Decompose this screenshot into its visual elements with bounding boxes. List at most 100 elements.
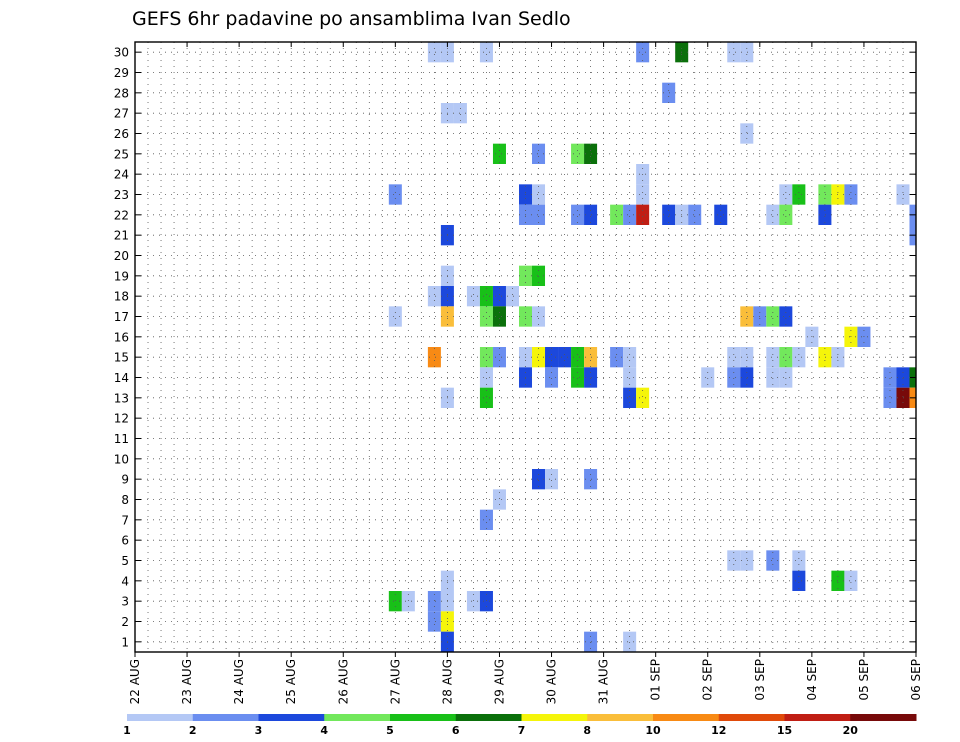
y-tick-label: 14 [114,371,129,385]
precip-cell [479,306,493,327]
precip-cell [662,82,676,103]
y-tick-label: 22 [114,208,129,222]
precip-cell [466,591,480,612]
x-tick-label: 06 SEP [909,659,923,701]
colorbar-segment [324,714,391,721]
precip-cell [427,286,441,307]
precip-cell [571,367,585,388]
precip-cell [844,570,858,591]
y-tick-label: 6 [121,534,129,548]
precip-cell [532,347,546,368]
precip-cell [727,550,741,571]
precip-cell [479,42,493,63]
y-tick-label: 13 [114,391,129,405]
precip-cell [532,306,546,327]
plot-frame [134,41,917,653]
y-tick-label: 10 [114,452,129,466]
precip-cell [779,367,793,388]
precip-cell [492,143,506,164]
y-tick-label: 24 [114,168,129,182]
precip-cell [453,103,467,124]
precip-cell [844,184,858,205]
precip-cell [636,387,650,408]
precip-cell [545,367,559,388]
precip-cell [427,591,441,612]
chart-title: GEFS 6hr padavine po ansamblima Ivan Sed… [132,8,571,30]
precip-cell [766,306,780,327]
colorbar-label: 2 [189,724,197,737]
precip-cell [584,631,598,652]
precip-cell [584,347,598,368]
precip-cell [766,204,780,225]
precip-cell [492,286,506,307]
colorbar-label: 6 [452,724,460,737]
y-tick-label: 9 [121,473,129,487]
precip-cell [479,286,493,307]
colorbar-segment [455,714,522,721]
x-tick-label: 30 AUG [545,659,559,704]
precip-cell [492,306,506,327]
y-tick-label: 20 [114,249,129,263]
colorbar-segment [718,714,785,721]
precip-cell [740,42,754,63]
colorbar-legend: 1 2 3 4 5 6 7 8 10 12 15 20 [123,714,917,737]
precip-cell [492,347,506,368]
precip-cell [636,42,650,63]
colorbar-label: 10 [645,724,661,737]
precip-cell [479,387,493,408]
colorbar-label: 20 [843,724,859,737]
precip-cell [623,347,637,368]
precip-cell [818,184,832,205]
precip-cell [532,143,546,164]
x-tick-label: 26 AUG [336,659,350,704]
precip-cell [532,265,546,286]
y-tick-label: 5 [121,554,129,568]
x-tick-label: 25 AUG [284,659,298,704]
colorbar-segment [127,714,194,721]
x-axis: 22 AUG 23 AUG 24 AUG 25 AUG 26 AUG 27 AUG 28 A… [128,42,923,704]
precip-cell [532,184,546,205]
colorbar-label: 3 [255,724,263,737]
precip-cell [688,204,702,225]
precip-cell [740,550,754,571]
y-tick-label: 27 [114,107,129,121]
y-tick-label: 30 [114,46,129,60]
precip-cell [896,184,910,205]
precip-cell [779,184,793,205]
precip-cell [571,347,585,368]
y-tick-label: 16 [114,330,129,344]
precip-cell [636,204,650,225]
x-tick-label: 01 SEP [649,659,663,701]
colorbar-segment [653,714,720,721]
precip-cell [479,347,493,368]
precip-cell [792,347,806,368]
precip-cell [883,387,897,408]
precip-cell [792,184,806,205]
precip-cell [558,347,572,368]
y-tick-label: 12 [114,412,129,426]
y-tick-label: 19 [114,269,129,283]
precip-cell [388,184,402,205]
y-tick-label: 17 [114,310,129,324]
x-tick-label: 05 SEP [857,659,871,701]
y-tick-label: 18 [114,290,129,304]
colorbar-segment [587,714,654,721]
x-tick-label: 02 SEP [701,659,715,701]
precip-cell [584,469,598,490]
precip-cell [401,591,415,612]
x-tick-label: 04 SEP [805,659,819,701]
y-tick-label: 2 [121,615,129,629]
colorbar-label: 15 [777,724,792,737]
colorbar-segment [784,714,851,721]
precip-cell [896,367,910,388]
precip-cell [545,469,559,490]
precip-cells [388,42,916,652]
precip-cell [792,550,806,571]
precip-cell [766,550,780,571]
y-tick-label: 1 [121,635,129,649]
y-tick-label: 15 [114,351,129,365]
precip-cell [479,367,493,388]
precip-cell [532,204,546,225]
y-axis: 1234567891011121314151617181920212223242… [114,46,916,649]
colorbar-label: 5 [386,724,394,737]
